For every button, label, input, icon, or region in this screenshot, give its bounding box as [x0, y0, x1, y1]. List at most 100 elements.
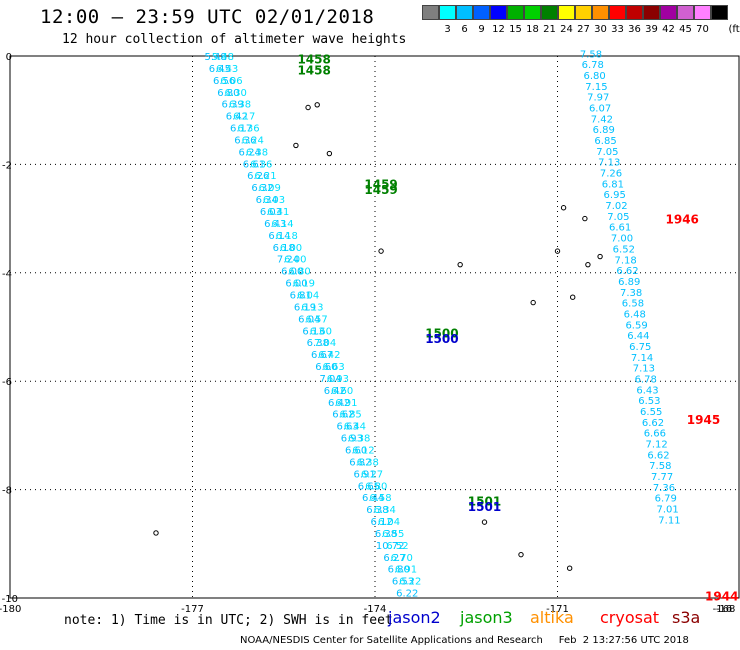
y-tick-label: -8	[2, 486, 12, 497]
scale-label: 3	[444, 24, 451, 35]
wave-height-cryosat: 6.52	[613, 244, 635, 255]
wave-height-jason3: 6.42	[328, 398, 350, 409]
satellite-jason2: jason2	[388, 608, 441, 627]
wave-height-jason2: 6.80	[288, 267, 310, 278]
scale-label: 24	[560, 24, 573, 35]
scale-label: 27	[577, 24, 590, 35]
island-marker	[457, 261, 463, 268]
wave-height-jason3: 6.12	[371, 517, 393, 528]
wave-height-jason2: 6.52	[386, 541, 408, 552]
wave-height-jason2: 6.36	[250, 159, 272, 170]
wave-height-cryosat: 6.75	[629, 342, 651, 353]
wave-height-jason3: 6.43	[264, 219, 286, 230]
scale-label: 12	[492, 24, 505, 35]
wave-height-jason3: 6.04	[298, 314, 320, 325]
wave-height-cryosat: 6.89	[593, 125, 615, 136]
wave-height-jason2: 6.57	[305, 314, 327, 325]
wave-height-jason3: 6.60	[345, 445, 367, 456]
wave-height-cryosat: 6.85	[594, 136, 616, 147]
island-marker	[305, 104, 311, 111]
wave-height-cryosat: 7.12	[646, 440, 668, 451]
wave-height-cryosat: 7.05	[596, 147, 618, 158]
wave-height-jason3: 6.80	[388, 565, 410, 576]
wave-height-jason2: 6.30	[225, 88, 247, 99]
island-marker	[560, 205, 567, 211]
island-marker	[570, 294, 576, 300]
wave-height-jason2: 6.63	[323, 362, 345, 373]
pass-time-label: 1459	[364, 183, 397, 197]
wave-height-jason3: 6.14	[268, 231, 290, 242]
island-marker	[314, 102, 320, 108]
island-marker	[585, 261, 591, 268]
satellite-cryosat: cryosat	[600, 608, 660, 627]
scale-swatch	[609, 5, 626, 20]
island-marker	[566, 565, 573, 571]
wave-height-cryosat: 6.81	[602, 179, 624, 190]
island-marker	[378, 248, 384, 254]
scale-swatch	[422, 5, 439, 20]
y-tick-label: -4	[2, 269, 12, 280]
scale-unit: (ft)	[728, 24, 740, 35]
island-marker	[293, 142, 299, 149]
wave-height-jason2: 6.58	[369, 493, 391, 504]
wave-height-jason3: 6.91	[354, 469, 376, 480]
wave-height-jason3: 6.93	[341, 434, 363, 445]
y-tick-label: -2	[2, 160, 12, 171]
scale-label: 45	[679, 24, 692, 35]
wave-height-cryosat: 7.14	[631, 353, 653, 364]
wave-height-jason3: 6.42	[324, 386, 346, 397]
wave-height-jason3: 6.56	[213, 76, 235, 87]
scale-label: 6	[461, 24, 468, 35]
wave-height-cryosat: 7.01	[656, 505, 678, 516]
wave-height-jason2: 6.85	[340, 410, 362, 421]
wave-height-cryosat: 7.15	[585, 82, 607, 93]
x-tick-label: -16	[716, 604, 732, 615]
island-marker	[554, 248, 561, 254]
x-tick-label: -177	[181, 604, 204, 615]
wave-height-jason3: 6.17	[230, 124, 252, 135]
pass-time-label: 1459	[364, 177, 397, 191]
wave-height-jason2: 6.04	[378, 517, 400, 528]
wave-height-jason2: 6.00	[280, 243, 302, 254]
scale-swatch	[694, 5, 711, 20]
wave-height-jason3: 5.48	[204, 52, 226, 63]
island-marker	[326, 150, 333, 157]
y-tick-label: 0	[6, 52, 12, 63]
wave-height-jason3: 6.00	[285, 279, 307, 290]
wave-height-jason2: 6.38	[348, 434, 370, 445]
wave-height-jason2: 6.70	[391, 553, 413, 564]
scale-swatch	[490, 5, 507, 20]
wave-height-cryosat: 6.80	[583, 71, 605, 82]
wave-height-cryosat: 7.18	[615, 255, 637, 266]
wave-height-cryosat: 7.26	[600, 169, 622, 180]
wave-height-jason2: 7.04	[314, 338, 336, 349]
wave-height-jason3: 6.27	[383, 553, 405, 564]
wave-height-jason2: 6.80	[365, 481, 387, 492]
wave-height-jason2: 6.60	[310, 326, 332, 337]
wave-height-cryosat: 7.58	[649, 461, 671, 472]
pass-time-label: 1458	[297, 64, 330, 78]
wave-height-cryosat: 7.36	[653, 483, 675, 494]
scale-label: 21	[543, 24, 556, 35]
wave-height-cryosat: 7.13	[598, 158, 620, 169]
wave-height-cryosat: 7.42	[591, 114, 613, 125]
wave-height-cryosat: 6.62	[616, 266, 638, 277]
wave-height-jason2: 6.18	[276, 231, 298, 242]
wave-height-jason2: 6.19	[293, 279, 315, 290]
wave-height-jason3: 7.04	[319, 374, 341, 385]
wave-height-jason3: 7.24	[277, 255, 299, 266]
wave-height-jason2: 6.93	[327, 374, 349, 385]
wave-height-cryosat: 6.59	[625, 320, 647, 331]
wave-height-cryosat: 6.95	[604, 190, 626, 201]
wave-height-jason2: 6.55	[382, 529, 404, 540]
wave-height-jason3: 6.60	[315, 362, 337, 373]
wave-height-jason2: 6.21	[254, 171, 276, 182]
wave-height-jason2: 6.22	[399, 577, 421, 588]
wave-height-jason2: 6.38	[357, 457, 379, 468]
scale-swatch	[456, 5, 473, 20]
scale-swatch	[541, 5, 558, 20]
wave-height-jason3: 6.36	[234, 135, 256, 146]
scale-swatch	[626, 5, 643, 20]
wave-height-jason3: 6.53	[392, 577, 414, 588]
pass-time-label: 1458	[297, 53, 330, 67]
